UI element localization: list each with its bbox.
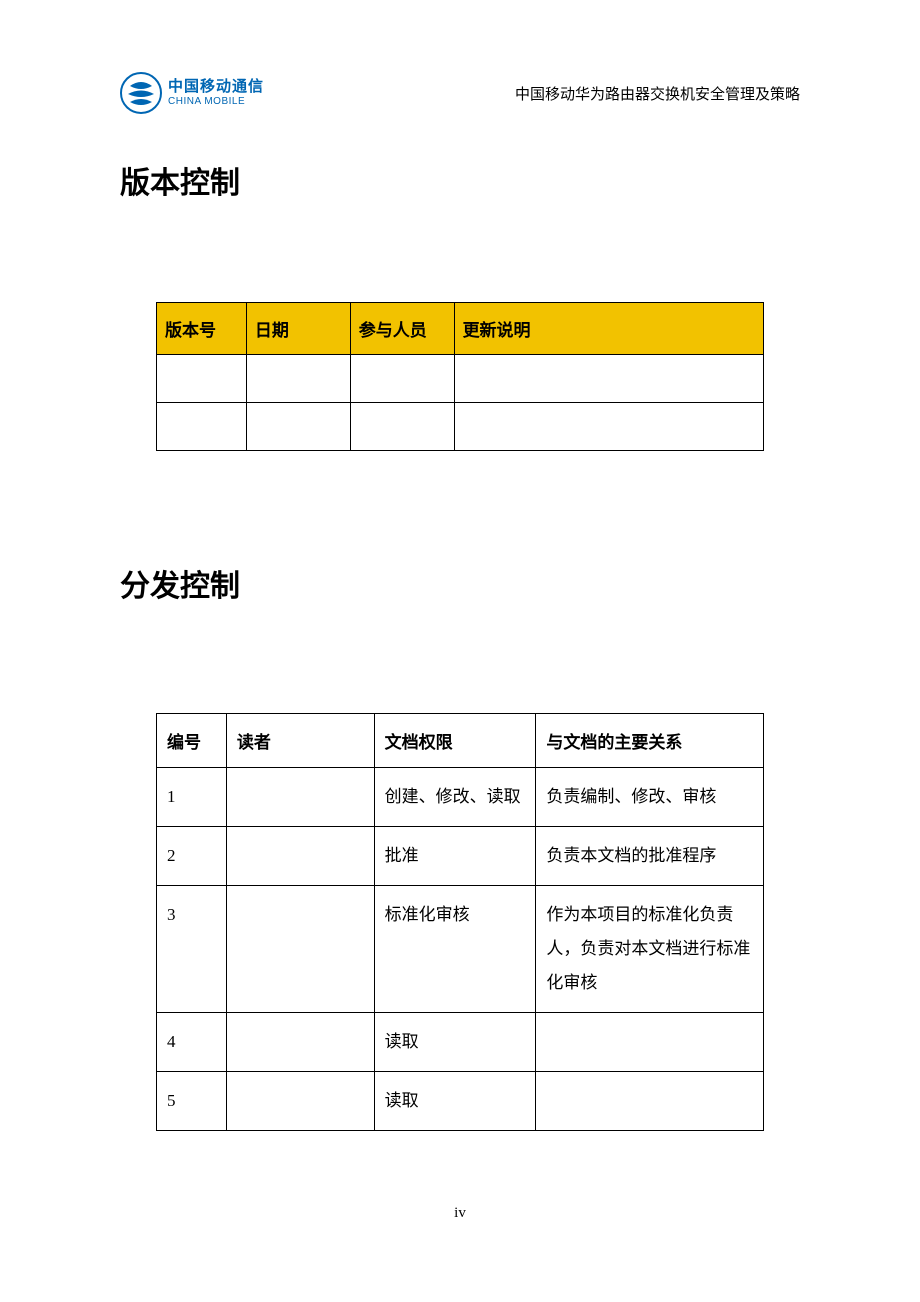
cell-num: 5 <box>157 1072 227 1131</box>
cell-perm: 读取 <box>374 1013 536 1072</box>
cell-rel: 负责编制、修改、审核 <box>536 768 764 827</box>
cell <box>350 403 454 451</box>
cell <box>454 403 763 451</box>
page-number: iv <box>0 1205 920 1222</box>
cell-perm: 标准化审核 <box>374 886 536 1013</box>
section-heading-version: 版本控制 <box>120 158 920 202</box>
table-header-row: 编号 读者 文档权限 与文档的主要关系 <box>157 714 764 768</box>
col-header-participants: 参与人员 <box>350 303 454 355</box>
logo-text: 中国移动通信 CHINA MOBILE <box>168 79 264 107</box>
table-row: 3 标准化审核 作为本项目的标准化负责人，负责对本文档进行标准化审核 <box>157 886 764 1013</box>
table-row: 2 批准 负责本文档的批准程序 <box>157 827 764 886</box>
col-header-version: 版本号 <box>157 303 247 355</box>
cell-rel: 负责本文档的批准程序 <box>536 827 764 886</box>
cell-reader <box>226 1072 374 1131</box>
logo-cn-text: 中国移动通信 <box>168 79 264 96</box>
table-header-row: 版本号 日期 参与人员 更新说明 <box>157 303 764 355</box>
col-header-reader: 读者 <box>226 714 374 768</box>
page-header: 中国移动通信 CHINA MOBILE 中国移动华为路由器交换机安全管理及策略 <box>0 0 920 114</box>
cell <box>350 355 454 403</box>
cell <box>246 403 350 451</box>
cell-reader <box>226 827 374 886</box>
china-mobile-logo-icon <box>120 72 162 114</box>
distribution-control-table: 编号 读者 文档权限 与文档的主要关系 1 创建、修改、读取 负责编制、修改、审… <box>156 713 764 1131</box>
cell-perm: 读取 <box>374 1072 536 1131</box>
cell-perm: 批准 <box>374 827 536 886</box>
col-header-date: 日期 <box>246 303 350 355</box>
section-heading-distribution: 分发控制 <box>120 561 920 605</box>
cell <box>157 355 247 403</box>
cell-perm: 创建、修改、读取 <box>374 768 536 827</box>
cell <box>246 355 350 403</box>
version-control-table: 版本号 日期 参与人员 更新说明 <box>156 302 764 451</box>
cell-reader <box>226 1013 374 1072</box>
logo-block: 中国移动通信 CHINA MOBILE <box>120 72 264 114</box>
table-row: 4 读取 <box>157 1013 764 1072</box>
cell-reader <box>226 886 374 1013</box>
cell-reader <box>226 768 374 827</box>
col-header-relation: 与文档的主要关系 <box>536 714 764 768</box>
cell-rel <box>536 1013 764 1072</box>
col-header-num: 编号 <box>157 714 227 768</box>
col-header-notes: 更新说明 <box>454 303 763 355</box>
table-row <box>157 403 764 451</box>
cell-num: 2 <box>157 827 227 886</box>
cell <box>157 403 247 451</box>
cell-num: 1 <box>157 768 227 827</box>
cell-rel <box>536 1072 764 1131</box>
cell-rel: 作为本项目的标准化负责人，负责对本文档进行标准化审核 <box>536 886 764 1013</box>
table-row: 5 读取 <box>157 1072 764 1131</box>
document-title: 中国移动华为路由器交换机安全管理及策略 <box>515 83 800 104</box>
logo-en-text: CHINA MOBILE <box>168 96 264 107</box>
table-row <box>157 355 764 403</box>
table-row: 1 创建、修改、读取 负责编制、修改、审核 <box>157 768 764 827</box>
cell-num: 3 <box>157 886 227 1013</box>
cell-num: 4 <box>157 1013 227 1072</box>
cell <box>454 355 763 403</box>
col-header-permission: 文档权限 <box>374 714 536 768</box>
